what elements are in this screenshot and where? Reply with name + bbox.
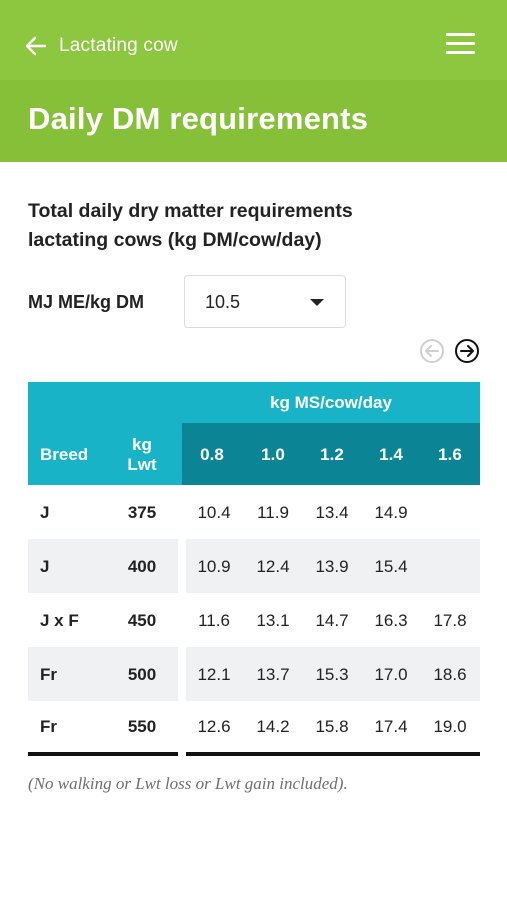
table-header-fixed — [28, 423, 182, 485]
cell-value: 14.9 — [374, 503, 408, 522]
cell-breed: J — [40, 503, 50, 522]
cell-value: 15.8 — [315, 717, 349, 736]
col-header-breed: Breed — [40, 445, 89, 464]
me-dropdown[interactable]: 10.5 — [184, 275, 346, 328]
cell-value: 13.4 — [315, 503, 349, 522]
cell-lwt: 375 — [127, 503, 157, 522]
cell-breed: J — [40, 557, 50, 576]
cell-value: 14.2 — [256, 717, 290, 736]
col-header-ms: 0.8 — [200, 445, 224, 464]
circle-arrow-right-icon[interactable] — [454, 338, 480, 364]
cell-value: 13.9 — [315, 557, 349, 576]
row-stripe — [186, 647, 480, 701]
cell-breed: J x F — [40, 611, 79, 630]
menu-button[interactable] — [446, 33, 476, 57]
cell-value: 16.3 — [374, 611, 408, 630]
cell-value: 12.6 — [197, 717, 231, 736]
cell-value: 12.1 — [197, 665, 231, 684]
col-header-ms: 1.0 — [261, 445, 285, 464]
cell-lwt: 400 — [127, 557, 157, 576]
cell-value: 11.6 — [198, 611, 230, 630]
table-header-ms — [182, 423, 480, 485]
circle-arrow-left-icon[interactable] — [419, 338, 445, 364]
section-heading-line1: Total daily dry matter requirements — [28, 200, 353, 222]
col-header-ms: 1.2 — [320, 445, 344, 464]
chevron-down-icon — [310, 299, 324, 306]
cell-value: 10.4 — [197, 503, 231, 522]
section-heading-line2: lactating cows (kg DM/cow/day) — [28, 229, 322, 251]
cell-value: 15.4 — [374, 557, 408, 576]
group-header-label: kg MS/cow/day — [270, 393, 392, 412]
table-bottom-rule — [28, 752, 178, 756]
cell-value: 17.8 — [433, 611, 467, 630]
cell-lwt: 450 — [127, 611, 157, 630]
cell-breed: Fr — [40, 665, 57, 684]
top-app-bar — [0, 0, 507, 80]
cell-value: 14.7 — [315, 611, 349, 630]
cell-lwt: 550 — [127, 717, 157, 736]
cell-value: 17.4 — [374, 717, 408, 736]
row-stripe — [186, 539, 480, 593]
page-title: Daily DM requirements — [28, 101, 369, 136]
cell-value: 18.6 — [433, 665, 467, 684]
cell-value: 19.0 — [433, 717, 467, 736]
cell-value: 17.0 — [374, 665, 408, 684]
arrow-left-icon — [25, 36, 47, 56]
hamburger-menu-icon — [446, 33, 475, 36]
me-label: MJ ME/kg DM — [28, 292, 145, 312]
cell-lwt: 500 — [127, 665, 157, 684]
title-bar — [0, 80, 507, 162]
back-button[interactable]: Lactating cow — [24, 30, 204, 62]
cell-value: 12.4 — [256, 557, 290, 576]
me-selected-value: 10.5 — [205, 292, 241, 312]
cell-value: 11.9 — [257, 503, 289, 522]
table-bottom-rule — [186, 752, 480, 756]
cell-value: 15.3 — [315, 665, 349, 684]
row-stripe — [28, 647, 178, 701]
col-header-ms: 1.6 — [438, 445, 462, 464]
col-header-ms: 1.4 — [379, 445, 403, 464]
footnote: (No walking or Lwt loss or Lwt gain incl… — [28, 774, 348, 793]
cell-value: 10.9 — [197, 557, 231, 576]
table-group-header — [28, 382, 480, 423]
row-stripe — [28, 539, 178, 593]
cell-value: 13.7 — [256, 665, 290, 684]
section-heading: Total daily dry matter requirements lact… — [28, 197, 488, 255]
col-header-lwt: kg Lwt — [127, 435, 157, 474]
back-label: Lactating cow — [59, 35, 178, 56]
cell-breed: Fr — [40, 717, 57, 736]
cell-value: 13.1 — [256, 611, 290, 630]
